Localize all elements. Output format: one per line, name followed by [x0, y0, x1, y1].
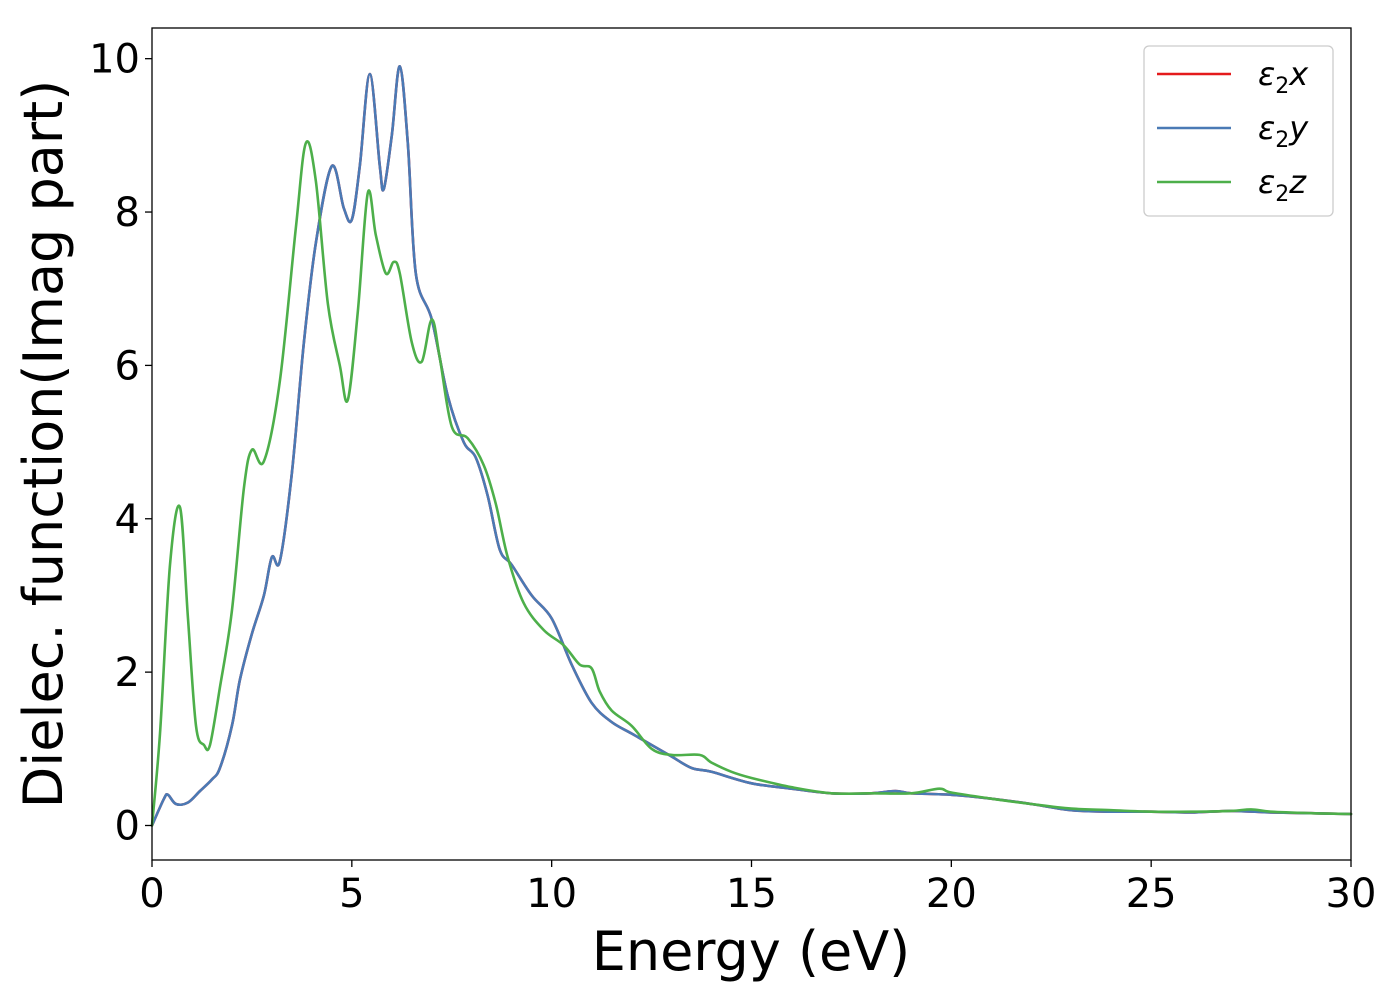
series-layer — [150, 64, 1353, 827]
legend-label-z: ε2z — [1258, 163, 1307, 207]
y-tick-label: 10 — [89, 37, 140, 83]
x-axis-title: Energy (eV) — [592, 920, 911, 983]
x-tick-label: 5 — [339, 871, 364, 917]
series-line-z — [150, 140, 1353, 827]
x-tick-label: 10 — [526, 871, 577, 917]
y-tick-label: 4 — [115, 497, 140, 543]
series-line-y — [150, 64, 1353, 827]
x-tick-label: 15 — [726, 871, 777, 917]
y-tick-label: 8 — [115, 190, 140, 236]
y-tick-label: 0 — [115, 803, 140, 849]
x-tick-label: 25 — [1126, 871, 1177, 917]
x-tick-label: 0 — [139, 871, 164, 917]
y-tick-label: 6 — [115, 343, 140, 389]
legend-label-x: ε2x — [1258, 55, 1309, 99]
y-tick-label: 2 — [115, 650, 140, 696]
legend: ε2x ε2y ε2z — [1143, 45, 1334, 217]
x-tick-label: 20 — [926, 871, 977, 917]
legend-label-y: ε2y — [1258, 109, 1309, 153]
legend-frame — [1143, 45, 1334, 217]
x-tick-label: 30 — [1326, 871, 1377, 917]
ticks-layer: 0 5 10 15 20 25 30 0 2 4 6 8 10 — [89, 37, 1376, 917]
y-axis-title: Dielec. function(Imag part) — [12, 80, 75, 809]
